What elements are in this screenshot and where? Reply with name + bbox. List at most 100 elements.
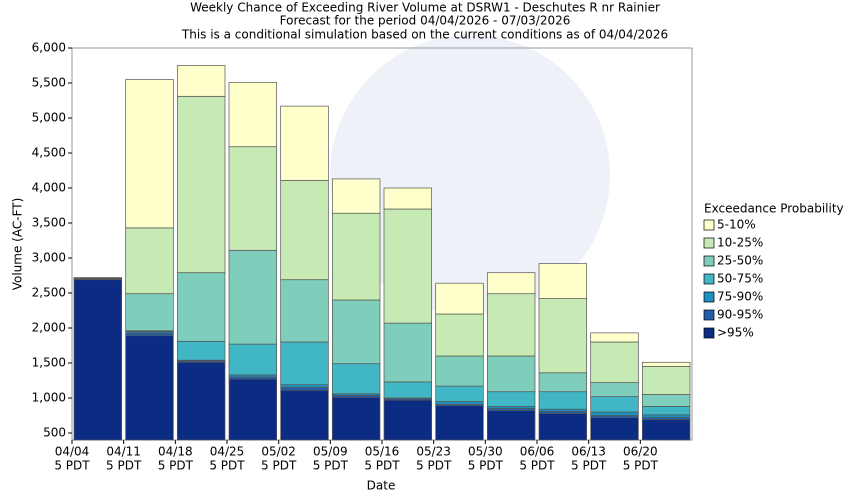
y-tick-label: 2,500 <box>32 286 66 300</box>
x-tick-label: 06/13 <box>571 445 606 459</box>
bar-segment <box>486 391 536 407</box>
legend-swatch <box>703 237 715 249</box>
x-tick-label: 5 PDT <box>571 459 607 473</box>
legend-swatch <box>703 327 715 339</box>
bar-segment <box>435 385 484 402</box>
x-tick-label: 5 PDT <box>623 459 659 473</box>
legend-swatch <box>703 309 715 321</box>
bar-segment <box>641 419 691 441</box>
x-tick-label: 5 PDT <box>261 459 297 473</box>
bar-segment <box>383 187 433 210</box>
bar-segment <box>590 417 639 441</box>
bar-segment <box>538 391 588 410</box>
x-tick-label: 06/06 <box>520 445 555 459</box>
x-tick-label: 04/04 <box>55 445 90 459</box>
bar-segment <box>383 208 433 324</box>
x-axis-label: Date <box>367 479 396 493</box>
y-tick-label: 4,500 <box>32 146 66 160</box>
bar-segment <box>590 341 639 383</box>
y-tick-label: 1,500 <box>32 356 66 370</box>
bar-segment <box>435 313 484 357</box>
bar-segment <box>486 355 536 393</box>
bar-segment <box>641 361 691 367</box>
x-tick-label: 5 PDT <box>209 459 245 473</box>
x-tick-label: 04/25 <box>210 445 245 459</box>
bar-segment <box>280 387 329 391</box>
bar-segment <box>486 410 536 441</box>
bar-segment <box>435 405 484 441</box>
chart-subtitle: This is a conditional simulation based o… <box>181 28 668 42</box>
x-tick-label: 5 PDT <box>158 459 194 473</box>
x-tick-label: 05/30 <box>468 445 503 459</box>
y-tick-label: 6,000 <box>32 41 66 55</box>
y-tick-label: 5,500 <box>32 76 66 90</box>
x-tick-label: 05/23 <box>416 445 451 459</box>
bar-segment <box>228 343 278 376</box>
bar-segment <box>538 372 588 393</box>
legend-label: 90-95% <box>717 308 763 322</box>
chart-title: Weekly Chance of Exceeding River Volume … <box>190 1 660 15</box>
x-tick-label: 06/20 <box>623 445 658 459</box>
legend-label: 75-90% <box>717 290 763 304</box>
bar-segment <box>641 366 691 395</box>
bar-segment <box>125 332 174 337</box>
bar-segment <box>331 396 381 441</box>
y-tick-label: 3,000 <box>32 251 66 265</box>
bar-segment <box>641 406 691 416</box>
bar-segment <box>641 394 691 407</box>
x-tick-label: 5 PDT <box>519 459 555 473</box>
bar-segment <box>125 335 174 441</box>
bar-segment <box>486 293 536 357</box>
x-tick-label: 5 PDT <box>313 459 349 473</box>
bar-segment <box>176 95 226 274</box>
legend-swatch <box>703 273 715 285</box>
legend-swatch <box>703 255 715 267</box>
bar-segment <box>228 249 278 345</box>
bar-segment <box>125 79 174 229</box>
bar-segment <box>331 363 381 395</box>
x-tick-label: 04/18 <box>158 445 193 459</box>
y-tick-label: 3,500 <box>32 216 66 230</box>
bar-segment <box>228 146 278 251</box>
x-tick-label: 5 PDT <box>106 459 142 473</box>
bar-segment <box>280 341 329 386</box>
x-tick-label: 05/09 <box>313 445 348 459</box>
legend-label: 25-50% <box>717 254 763 268</box>
bar-segment <box>538 413 588 441</box>
x-tick-label: 05/02 <box>261 445 296 459</box>
legend-swatch <box>703 219 715 231</box>
x-tick-label: 05/16 <box>365 445 400 459</box>
bar-segment <box>538 298 588 374</box>
bar-segment <box>435 355 484 387</box>
bar-segment <box>228 81 278 148</box>
bar-segment <box>280 105 329 181</box>
bar-segment <box>383 381 433 399</box>
bar-segment <box>331 178 381 214</box>
bar-segment <box>125 293 174 332</box>
y-tick-label: 5,000 <box>32 111 66 125</box>
bar-segment <box>331 299 381 365</box>
bar-segment <box>176 65 226 97</box>
y-tick-label: 1,000 <box>32 391 66 405</box>
legend-title: Exceedance Probability <box>704 202 844 216</box>
bar-segment <box>590 396 639 413</box>
bar-segment <box>176 340 226 361</box>
x-tick-label: 5 PDT <box>54 459 90 473</box>
x-tick-label: 5 PDT <box>416 459 452 473</box>
bar-segment <box>538 263 588 299</box>
bar-segment <box>280 389 329 441</box>
bar-segment <box>590 382 639 397</box>
bar-segment <box>641 414 691 418</box>
legend-label: 50-75% <box>717 272 763 286</box>
bar-segment <box>125 227 174 295</box>
y-tick-label: 500 <box>43 426 66 440</box>
bar-segment <box>435 401 484 405</box>
bar-segment <box>280 384 329 388</box>
bar-segment <box>280 179 329 281</box>
bar-segment <box>383 322 433 383</box>
bar-segment <box>486 272 536 295</box>
legend-label: 10-25% <box>717 236 763 250</box>
x-tick-label: 04/11 <box>106 445 141 459</box>
legend-label: >95% <box>717 326 754 340</box>
